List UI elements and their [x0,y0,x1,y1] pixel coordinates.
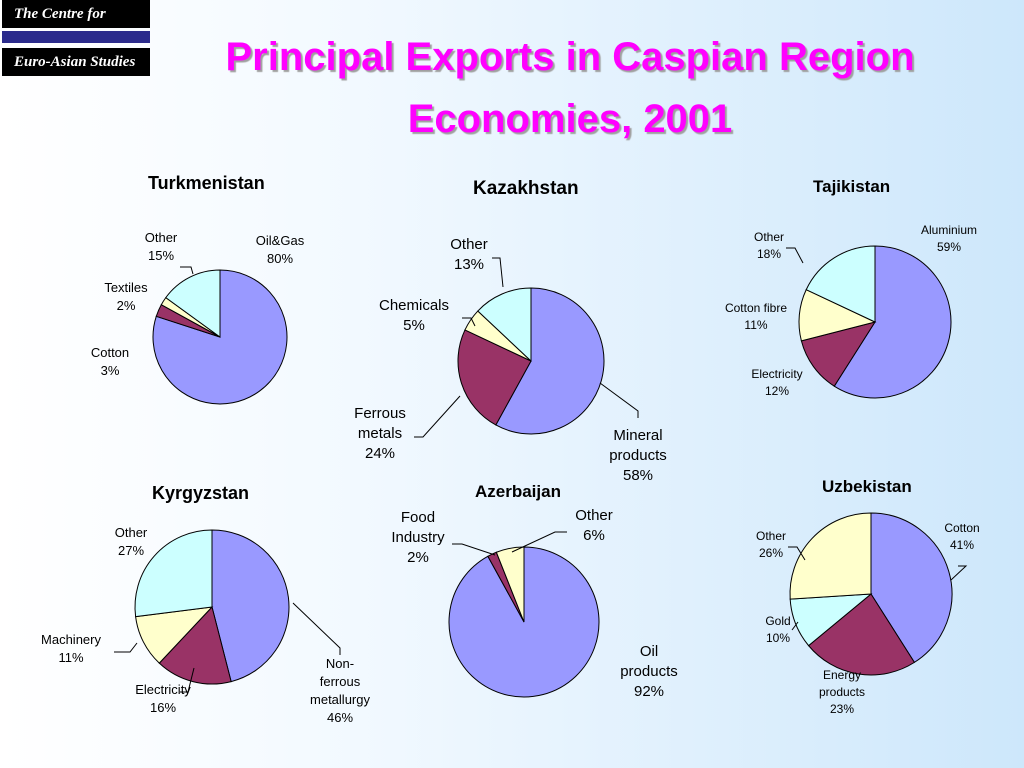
label-oil-products: Oil products 92% [620,643,678,700]
slice-aluminium [833,245,952,399]
label-food-industry: Food Industry 2% [391,509,445,566]
leader-line [180,667,195,693]
leader-line [786,247,804,264]
slice-non-ferrous-metallurgy [211,529,290,683]
label-other: Other 18% [754,230,784,261]
label-cotton: Cotton 3% [91,345,129,378]
label-chemicals: Chemicals 5% [379,297,449,334]
label-other: Other 13% [450,236,488,273]
logo-stripe [2,31,150,43]
page-title-line1: Principal Exports in Caspian Region [225,35,915,79]
leader-line [462,317,476,327]
slice-other [789,512,872,600]
label-aluminium: Aluminium 59% [921,223,977,254]
logo-line1: The Centre for [2,0,150,28]
leader-line [114,642,138,653]
pie-azerbaijan: Oil products 92% Food Industry 2% Other 6% [391,507,677,700]
leader-line [452,543,496,556]
chart-title-azerbaijan: Azerbaijan [475,482,561,501]
slice-ferrous-metals [457,329,532,426]
page-title: Principal Exports in Caspian Region Econ… [170,26,970,150]
label-ferrous-metals: Ferrous metals 24% [354,405,406,462]
pie-kazakhstan: Mineral products 58% Ferrous metals 24% Chemic… [354,236,667,484]
pie-turkmenistan: Oil&Gas 80% Cotton 3% Textiles 2% Other 15% [91,230,305,405]
slice-other [477,287,532,363]
logo-line2: Euro-Asian Studies [2,48,150,76]
leader-line [414,395,461,438]
leader-line [180,266,194,275]
label-cotton: Cotton 41% [944,521,979,552]
label-other: Other 15% [145,230,178,263]
slice-other [165,269,221,338]
slice-other [805,245,876,323]
logo: The Centre for Euro-Asian Studies [2,0,150,78]
page-title-line2: Economies, 2001 [407,97,733,141]
leader-line [788,546,806,561]
chart-title-kazakhstan: Kazakhstan [473,178,579,199]
slice-other [495,546,525,623]
label-non-ferrous-metallurgy: Non-ferrous metallurgy 46% [310,656,370,725]
slice-energy-products [807,593,916,676]
label-cotton-fibre: Cotton fibre 11% [725,301,787,332]
chart-title-kyrgyzstan: Kyrgyzstan [152,483,250,503]
pie-kyrgyzstan: Non-ferrous metallurgy 46% Electricity 16% Ma… [41,525,370,725]
leader-line [791,621,799,631]
label-electricity: Electricity 12% [751,367,802,398]
label-electricity: Electricity 16% [135,682,191,715]
slice-electricity [158,605,232,685]
label-gold: Gold 10% [765,614,790,645]
label-textiles: Textiles 2% [104,280,148,313]
label-other: Other 6% [575,507,613,544]
leader-line [492,257,504,288]
chart-title-uzbekistan: Uzbekistan [822,477,912,496]
slice-mineral-products [495,287,605,435]
leader-line [292,602,341,655]
label-oil-gas: Oil&Gas 80% [256,233,305,266]
leader-line [599,382,639,418]
slice-other [134,529,213,618]
label-mineral-products: Mineral products 58% [609,427,667,484]
chart-title-turkmenistan: Turkmenistan [148,173,265,193]
label-other: Other 26% [756,529,786,560]
label-machinery: Machinery 11% [41,632,101,665]
slice-oil-gas [152,269,288,405]
pie-tajikistan: Aluminium 59% Electricity 12% Cotton fibre 11… [725,223,977,399]
pie-uzbekistan: Cotton 41% Energy products 23% Gold 10% Other 26… [756,512,980,716]
label-other: Other 27% [115,525,148,558]
chart-title-tajikistan: Tajikistan [813,177,891,196]
label-energy-products: Energy products 23% [819,668,865,716]
leader-line [950,565,968,581]
leader-line [511,531,567,553]
